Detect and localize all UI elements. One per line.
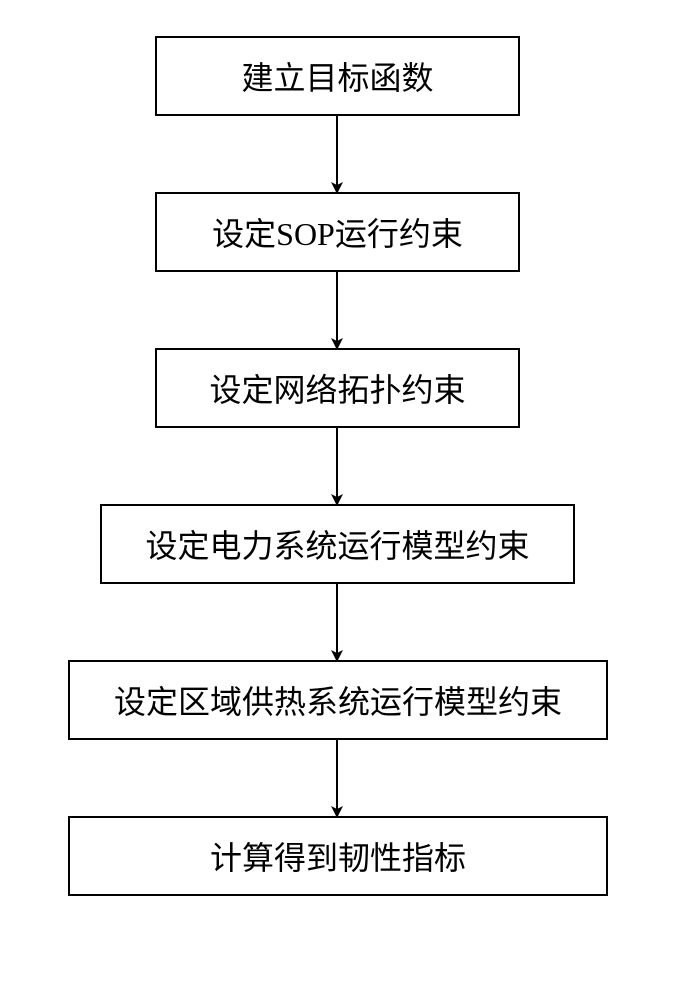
flowchart-node-6: 计算得到韧性指标 [68,816,608,896]
flowchart-node-2: 设定SOP运行约束 [155,192,520,272]
flowchart-container: 建立目标函数设定SOP运行约束设定网络拓扑约束设定电力系统运行模型约束设定区域供… [0,0,675,1000]
flowchart-node-label: 计算得到韧性指标 [210,833,466,879]
flowchart-node-label: 设定区域供热系统运行模型约束 [114,677,562,723]
flowchart-node-label: 设定电力系统运行模型约束 [145,521,529,567]
flowchart-node-1: 建立目标函数 [155,36,520,116]
flowchart-node-label: 设定SOP运行约束 [212,209,463,255]
flowchart-node-4: 设定电力系统运行模型约束 [100,504,575,584]
flowchart-node-5: 设定区域供热系统运行模型约束 [68,660,608,740]
flowchart-node-3: 设定网络拓扑约束 [155,348,520,428]
flowchart-node-label: 建立目标函数 [241,53,433,99]
flowchart-node-label: 设定网络拓扑约束 [209,365,465,411]
